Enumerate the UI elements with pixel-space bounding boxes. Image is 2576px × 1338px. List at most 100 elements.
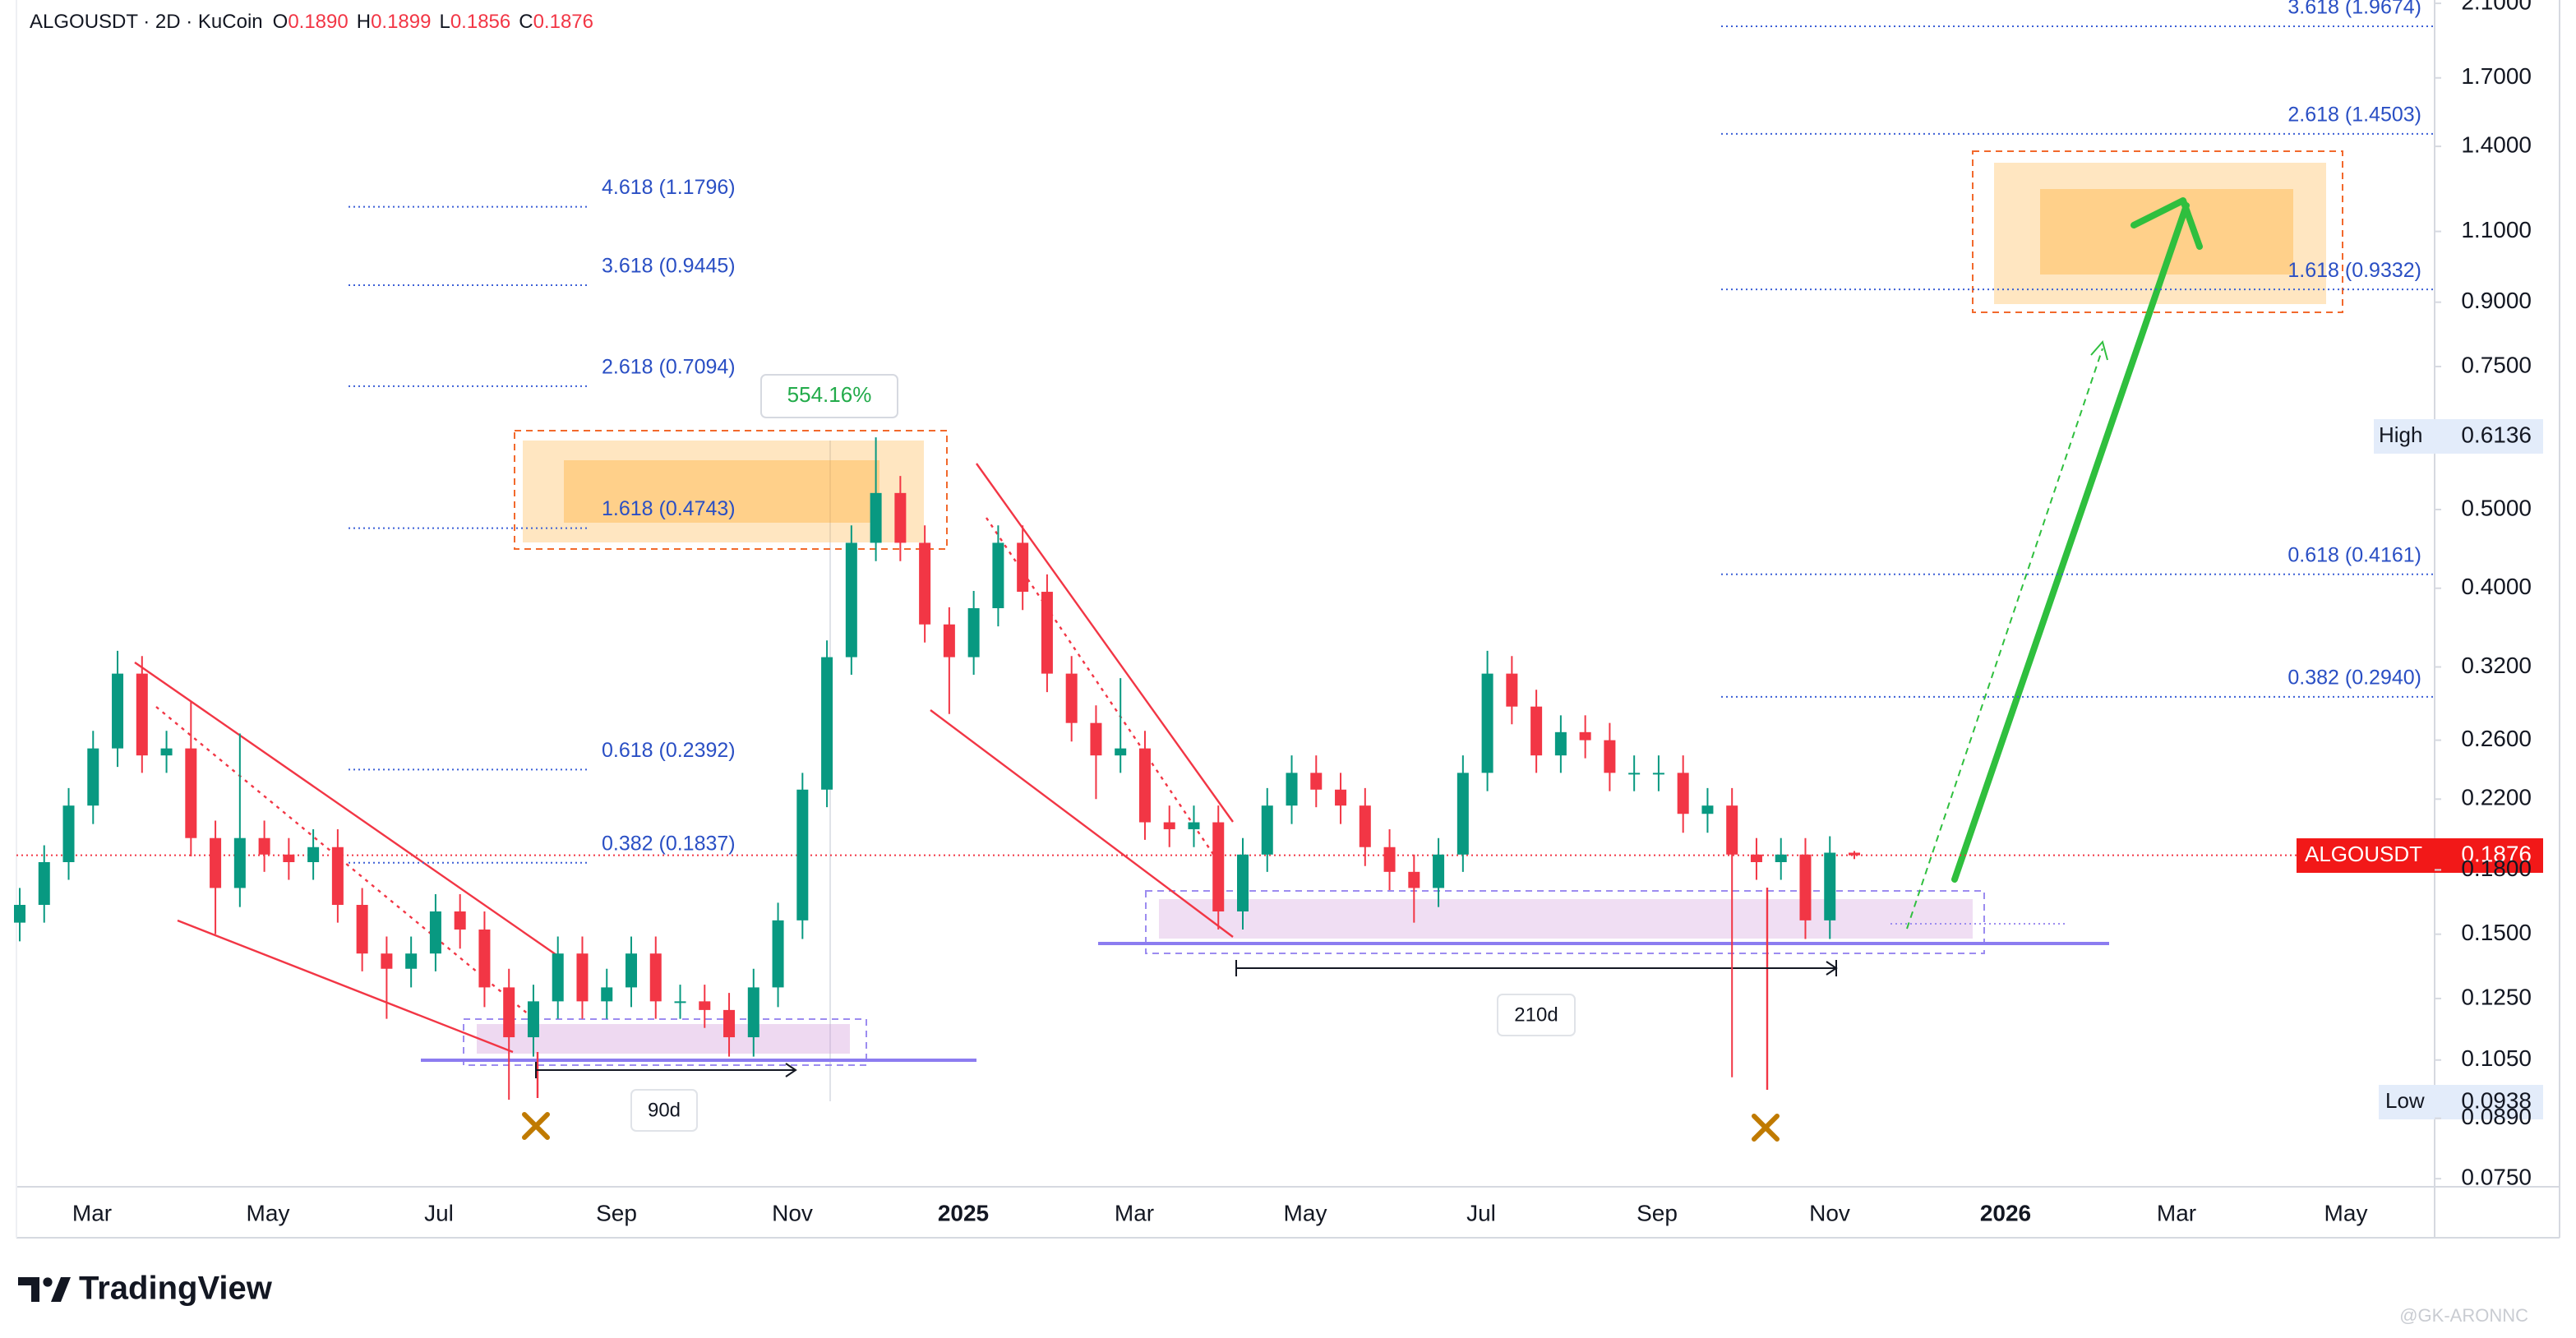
candle-body — [1750, 854, 1762, 862]
span-arrow — [535, 1062, 797, 1078]
candle-body — [1335, 789, 1347, 806]
candle-body — [1433, 854, 1445, 888]
candle-body — [1701, 805, 1714, 814]
y-tick-label: 0.3200 — [2461, 653, 2532, 678]
candle-body — [967, 608, 980, 657]
header-part: O — [273, 11, 289, 33]
candle-body — [210, 837, 222, 888]
candle-body — [1261, 805, 1273, 855]
x-tick-label: Sep — [596, 1200, 637, 1225]
candle-body — [1726, 805, 1738, 855]
span-box — [1497, 994, 1576, 1036]
x-tick-label: Sep — [1637, 1200, 1678, 1225]
projection-arrow-head — [2131, 197, 2203, 250]
candle-body — [405, 953, 418, 969]
fib-label: 0.382 (0.2940) — [2287, 666, 2421, 689]
candle-body — [747, 987, 759, 1038]
candle-body — [1041, 592, 1053, 674]
x-tick-label: Jul — [424, 1200, 454, 1225]
candle-body — [1457, 773, 1469, 855]
candle-body — [626, 953, 637, 988]
candle-body — [894, 492, 907, 543]
candle-body — [1652, 773, 1664, 775]
candle-body — [1115, 748, 1127, 756]
header-part: L — [439, 11, 450, 33]
candle-body — [14, 905, 25, 923]
y-tick-label: 0.0890 — [2461, 1104, 2532, 1129]
span-box — [630, 1089, 698, 1132]
y-tick-label: 0.1050 — [2461, 1045, 2532, 1071]
candle-body — [1849, 852, 1860, 856]
y-tick-label: 1.4000 — [2461, 131, 2532, 157]
candle-body — [1383, 847, 1396, 872]
fib-label: 3.618 (1.9674) — [2287, 0, 2421, 19]
trendline — [976, 463, 1234, 823]
projection-dashed — [1906, 348, 2103, 930]
high-tag — [2374, 419, 2543, 454]
x-tick-label: Mar — [2157, 1200, 2196, 1225]
trendline-mid — [986, 517, 1226, 872]
candle-body — [283, 854, 295, 862]
candle-body — [1188, 822, 1200, 829]
candle-body — [527, 1001, 539, 1038]
trendline — [930, 709, 1234, 938]
y-tick-label: 1.7000 — [2461, 63, 2532, 89]
candle-body — [1286, 773, 1298, 806]
candle-body — [992, 542, 1004, 609]
header-part: C — [519, 11, 533, 33]
y-tick-label: 1.1000 — [2461, 217, 2532, 242]
y-tick-label: 0.1250 — [2461, 984, 2532, 1009]
x-tick-label: May — [1284, 1200, 1327, 1225]
support-box-border — [1145, 890, 1985, 954]
gain-label: 554.16% — [787, 382, 872, 407]
candle-body — [1604, 740, 1616, 773]
x-tick-label: 2026 — [1980, 1200, 2031, 1225]
x-tick-label: Nov — [1809, 1200, 1850, 1225]
support-box-border — [463, 1018, 867, 1066]
logo-mark — [43, 1277, 53, 1287]
candle-body — [1408, 871, 1420, 888]
candle-body — [1579, 731, 1591, 741]
fib-label: 1.618 (0.4743) — [602, 497, 736, 520]
candle-body — [943, 624, 955, 657]
candle-body — [821, 657, 833, 790]
candle-body — [1163, 822, 1175, 829]
y-tick-label: 0.5000 — [2461, 495, 2532, 520]
fib-label: 0.382 (0.1837) — [602, 832, 736, 855]
candle-body — [87, 748, 99, 806]
header: ALGOUSDT · 2D · KuCoin O0.1890 H0.1899 L0.1… — [30, 11, 593, 33]
candle-body — [870, 492, 882, 543]
plot: 4.618 (1.1796) 3.618 (0.9445) 2.618 (0.709… — [14, 0, 2435, 1100]
x-tick-label: May — [247, 1200, 290, 1225]
candle-body — [233, 837, 246, 888]
brand-logo — [18, 1277, 71, 1302]
y-tick-label: 0.1800 — [2461, 856, 2532, 881]
candle-body — [112, 673, 124, 749]
candle-body — [601, 987, 613, 1002]
candle-body — [62, 805, 75, 862]
fib-label: 3.618 (0.9445) — [602, 255, 736, 278]
span-label: 90d — [648, 1099, 681, 1121]
fib-label: 1.618 (0.9332) — [2287, 259, 2421, 282]
candle-body — [723, 1009, 736, 1038]
header-part: H — [357, 11, 371, 33]
y-tick-label: 2.1000 — [2461, 0, 2532, 14]
low-tag-value: 0.0938 — [2461, 1087, 2532, 1113]
x-marker — [1752, 1114, 1780, 1142]
candle-body — [845, 542, 857, 657]
candle-body — [454, 911, 466, 930]
target-zone-inner — [564, 460, 879, 523]
fib-label: 2.618 (1.4503) — [2287, 104, 2421, 127]
candle-body — [796, 789, 809, 920]
low-tag-label: Low — [2385, 1088, 2425, 1113]
candle-body — [1775, 854, 1787, 862]
target-zone — [523, 441, 924, 542]
trendline — [134, 662, 560, 957]
candle-body — [1554, 731, 1567, 756]
candle-body — [1530, 706, 1543, 756]
span-arrow — [1235, 960, 1838, 976]
watermark: @GK-ARONNC — [2399, 1305, 2528, 1326]
channels — [134, 463, 1769, 1098]
